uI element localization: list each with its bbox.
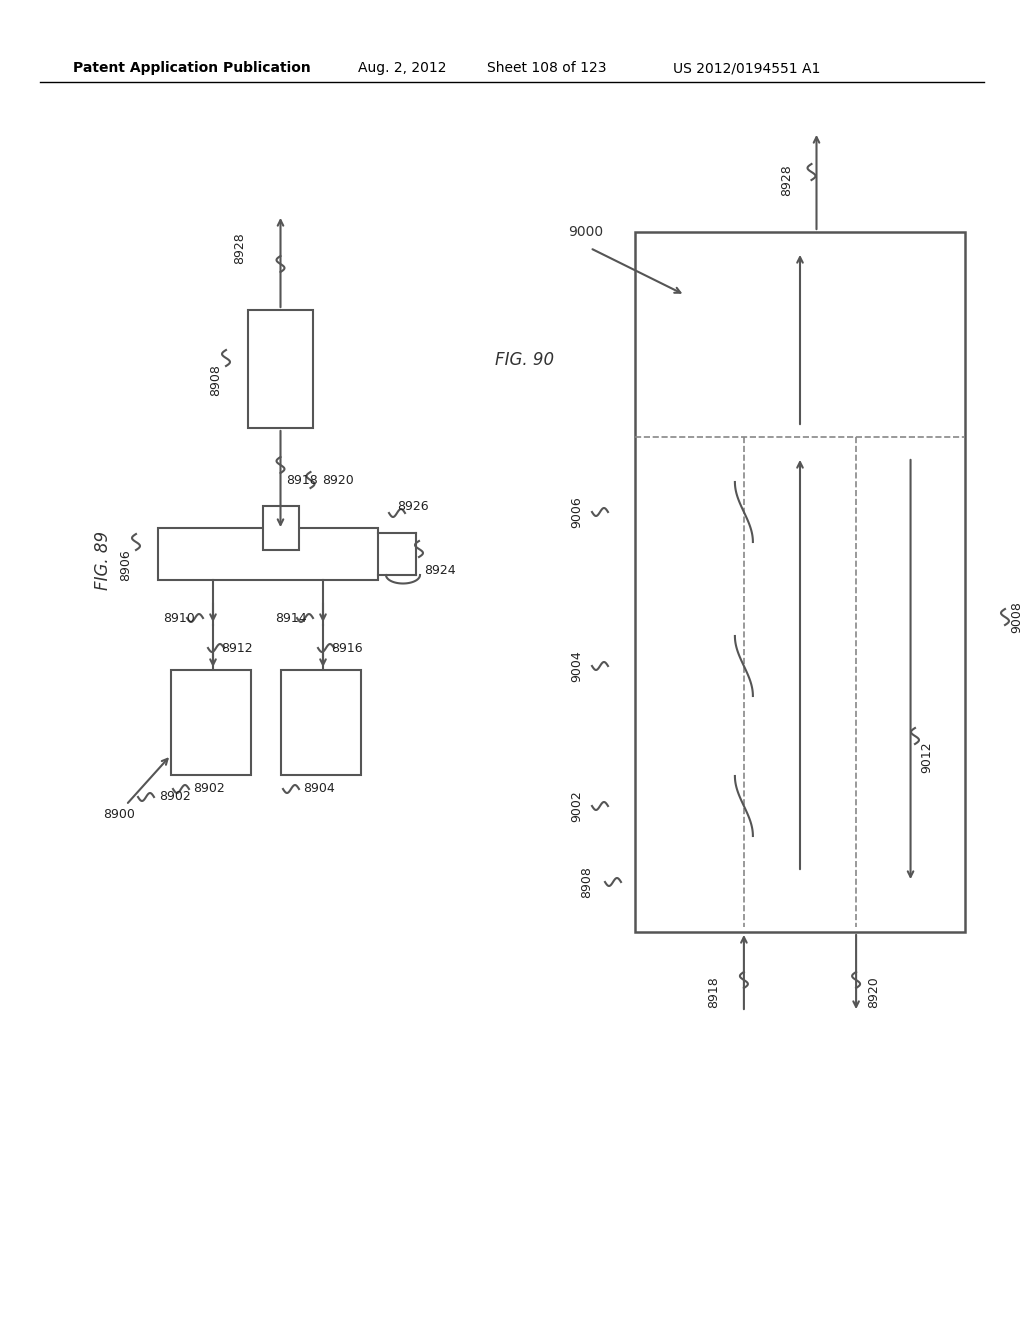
Bar <box>158 528 378 579</box>
Text: 9004: 9004 <box>570 651 584 682</box>
Text: 8926: 8926 <box>397 499 429 512</box>
Text: 8918: 8918 <box>287 474 318 487</box>
Text: 8908: 8908 <box>581 866 594 898</box>
Text: 8906: 8906 <box>120 549 132 581</box>
Bar <box>248 310 313 428</box>
Text: 9012: 9012 <box>921 742 934 772</box>
Text: Aug. 2, 2012: Aug. 2, 2012 <box>358 61 446 75</box>
Text: 8924: 8924 <box>424 564 456 577</box>
Text: 9000: 9000 <box>568 224 603 239</box>
Text: 9006: 9006 <box>570 496 584 528</box>
Text: Patent Application Publication: Patent Application Publication <box>73 61 310 75</box>
Text: 8910: 8910 <box>163 611 195 624</box>
Text: 8916: 8916 <box>331 642 362 655</box>
Text: 8912: 8912 <box>221 642 253 655</box>
Text: 8914: 8914 <box>275 611 306 624</box>
Text: US 2012/0194551 A1: US 2012/0194551 A1 <box>673 61 820 75</box>
Text: 9008: 9008 <box>1011 601 1024 632</box>
Bar <box>281 671 361 775</box>
Text: 8918: 8918 <box>708 975 721 1008</box>
Text: Sheet 108 of 123: Sheet 108 of 123 <box>487 61 606 75</box>
Text: 8904: 8904 <box>303 783 335 796</box>
Text: 8908: 8908 <box>210 364 222 396</box>
Text: 8920: 8920 <box>867 975 881 1008</box>
Bar <box>262 506 299 550</box>
Text: FIG. 89: FIG. 89 <box>94 531 112 590</box>
Text: 9002: 9002 <box>570 791 584 822</box>
Bar <box>635 232 965 932</box>
Text: FIG. 90: FIG. 90 <box>495 351 554 370</box>
Text: 8900: 8900 <box>103 808 135 821</box>
Text: 8920: 8920 <box>323 474 354 487</box>
Bar <box>171 671 251 775</box>
Text: 8902: 8902 <box>193 783 224 796</box>
Text: 8928: 8928 <box>780 164 793 195</box>
Text: 8928: 8928 <box>233 232 247 264</box>
Text: 8902: 8902 <box>159 791 190 804</box>
